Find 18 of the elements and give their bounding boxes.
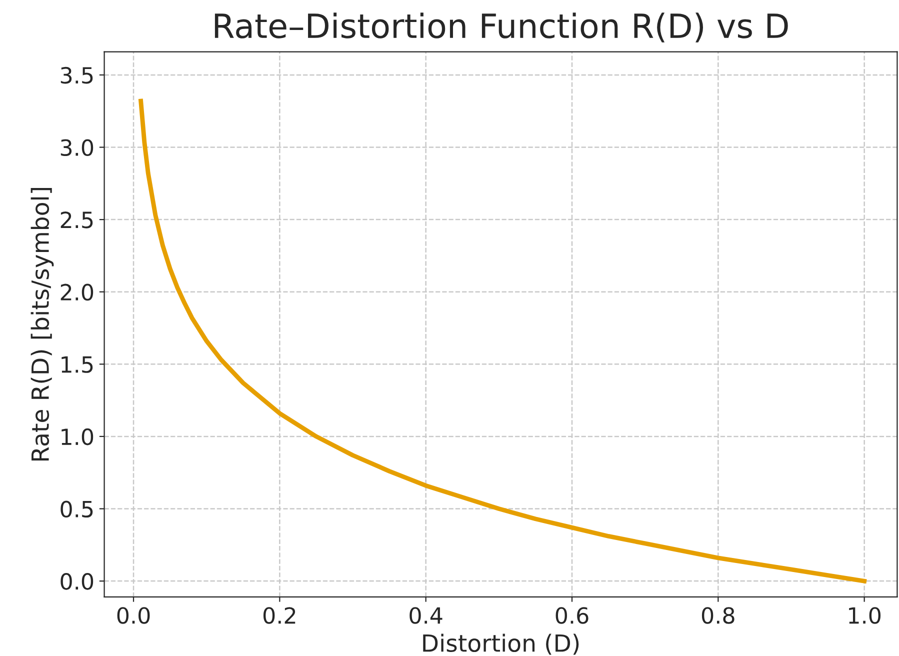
y-tick-label: 0.5	[60, 500, 93, 518]
x-axis-title: Distortion (D)	[423, 634, 579, 655]
y-tick-label: 2.5	[60, 212, 93, 228]
x-tick-label: 0.6	[556, 607, 588, 624]
x-tick-label: 0.2	[263, 607, 296, 624]
x-tick-label: 1.0	[849, 607, 881, 624]
y-tick-label: 2.0	[60, 284, 94, 301]
x-tick-label: 0.8	[702, 607, 734, 624]
y-tick-label: 1.0	[62, 428, 94, 446]
y-tick-label: 1.5	[62, 356, 93, 373]
chart-title: Rate–Distortion Function R(D) vs D	[214, 12, 788, 42]
x-tick-label: 0.0	[117, 607, 150, 624]
y-axis-title: Rate R(D) [bits/symbol]	[30, 188, 54, 461]
y-tick-label: 3.0	[60, 139, 94, 156]
y-tick-label: 3.5	[60, 66, 93, 84]
line-series	[138, 98, 867, 584]
x-tick-label: 0.4	[410, 607, 442, 624]
y-tick-label: 0.0	[60, 573, 94, 590]
